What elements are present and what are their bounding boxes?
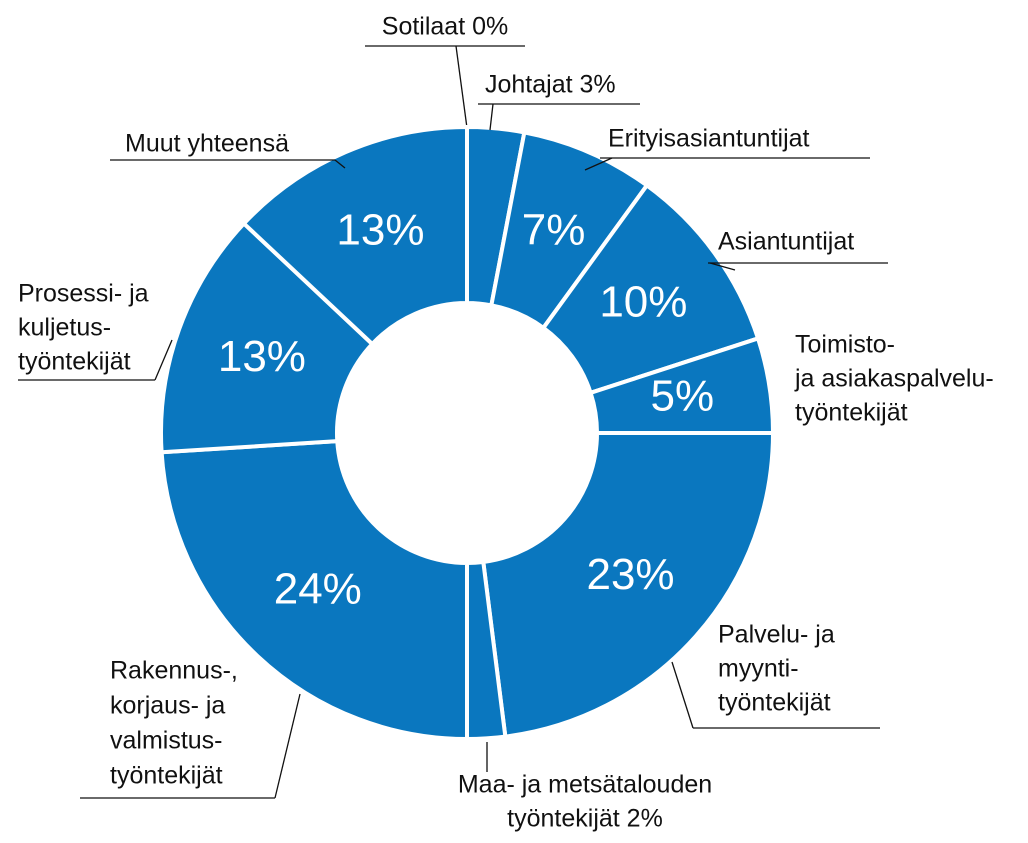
category-label: Maa- ja metsätalouden [458,771,712,799]
value-label: 24% [274,565,362,614]
category-label: työntekijät 2% [507,805,663,833]
category-label: Prosessi- ja [18,280,149,308]
category-label: Sotilaat 0% [382,13,508,41]
category-label: Muut yhteensä [125,130,289,158]
category-label: Rakennus-, [110,657,238,685]
leader-line [334,159,346,169]
category-label: Johtajat 3% [485,71,616,99]
value-label: 13% [336,206,424,255]
category-label: Asiantuntijat [718,228,854,256]
donut-slice [159,220,376,455]
donut-slice [159,439,469,742]
donut-slice [540,182,761,396]
value-label: 5% [651,372,715,421]
leader-line [274,693,301,799]
leader-line [489,103,494,131]
value-label: 13% [218,332,306,381]
leader-line [671,661,694,729]
value-label: 23% [586,550,674,599]
donut-slice [241,124,469,347]
category-label: työntekijät [718,689,831,717]
category-label: ja asiakaspalvelu- [794,365,994,393]
value-label: 10% [599,277,687,326]
category-label: myynti- [718,655,799,683]
category-label: työntekijät [110,762,223,790]
category-label: Palvelu- ja [718,621,835,649]
leader-line [709,262,736,271]
category-label: työntekijät [18,348,131,376]
category-label: valmistus- [110,727,223,755]
category-label: korjaus- ja [110,692,225,720]
leader-line [455,45,468,129]
category-label: työntekijät [795,399,908,427]
value-label: 7% [522,206,586,255]
leader-line [154,339,173,381]
category-label: Toimisto- [795,331,895,359]
donut-slice [481,431,776,739]
category-label: Erityisasiantuntijat [608,125,810,153]
leader-line [584,157,613,171]
category-label: kuljetus- [18,314,111,342]
